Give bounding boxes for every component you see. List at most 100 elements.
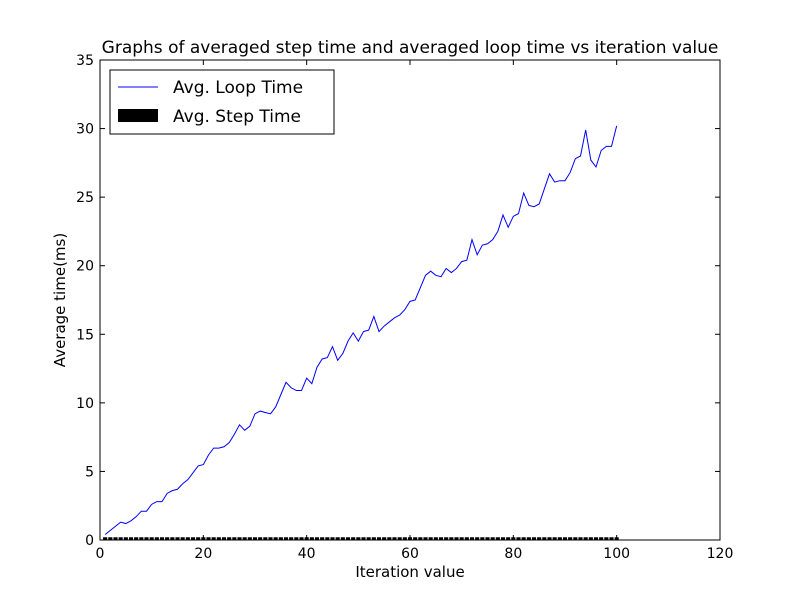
step-time-bar [216,537,221,540]
step-time-bar [299,537,304,540]
step-time-bar [154,537,159,540]
step-time-bar [604,537,609,540]
step-time-bar [402,537,407,540]
step-time-bar [232,537,237,540]
step-time-bar [289,537,294,540]
step-time-bar [588,537,593,540]
step-time-bar [464,537,469,540]
step-time-bar [526,537,531,540]
step-time-bar [459,537,464,540]
step-time-bar [330,537,335,540]
plot-area [99,59,721,541]
step-time-bar [490,537,495,540]
step-time-bar [609,537,614,540]
step-time-bar [438,537,444,540]
step-time-bar [382,537,387,540]
step-time-bar [418,537,423,540]
y-tick-label: 20 [76,259,94,275]
x-tick-label: 100 [603,546,630,562]
step-time-bar [325,537,330,540]
y-tick-label: 15 [76,327,94,343]
step-time-bar [433,537,438,540]
x-tick-label: 60 [401,546,419,562]
step-time-bar [263,537,268,540]
step-time-bar [294,537,299,540]
step-time-bar [185,537,190,540]
legend-step-label: Avg. Step Time [173,107,301,127]
y-tick-label: 10 [76,396,94,412]
y-tick-label: 0 [85,533,94,549]
step-time-bar [175,537,180,540]
step-time-bar [273,537,278,540]
step-time-bar [149,537,154,540]
step-time-bar [170,537,175,540]
step-time-bar [371,537,376,540]
step-time-bar [356,537,361,540]
step-time-bar [128,537,134,540]
step-time-bar [335,537,340,540]
step-time-bar [485,537,490,540]
step-time-bar [568,537,573,540]
step-time-bar [480,537,485,540]
step-time-bar [521,537,526,540]
step-time-bar [247,537,252,540]
step-time-bar [428,537,433,540]
step-time-bar [211,537,216,540]
x-tick-label: 120 [707,546,734,562]
step-time-bar [221,537,227,540]
step-time-bar [134,537,139,540]
x-tick-labels: 0 20 40 60 80 100 120 [96,546,734,562]
step-time-bar [449,537,454,540]
step-time-bar [108,537,113,540]
step-time-bar [542,537,547,540]
step-time-bar [144,537,149,540]
chart-title: Graphs of averaged step time and average… [102,38,719,58]
step-time-bar [206,537,211,540]
step-time-bar [500,537,506,540]
step-time-bar [113,537,118,540]
step-time-bar [258,537,263,540]
y-tick-label: 5 [85,464,94,480]
step-time-bar [552,537,557,540]
step-time-bar [475,537,480,540]
step-time-bar [547,537,552,540]
step-time-bar [268,537,273,540]
step-time-bar [242,537,247,540]
x-tick-label: 20 [194,546,212,562]
step-time-bar [516,537,521,540]
step-time-bar [583,537,588,540]
step-time-bar [320,537,325,540]
step-time-bar [392,537,397,540]
step-time-bar [103,537,108,540]
step-time-bar [180,537,185,540]
step-time-bar [165,537,170,540]
step-time-bar [227,537,232,540]
y-tick-label: 30 [76,122,94,138]
step-time-bar [366,537,371,540]
y-tick-labels: 0 5 10 15 20 25 30 35 [76,53,94,549]
step-time-bar [309,537,314,540]
step-time-bar [397,537,402,540]
step-time-bar [283,537,289,540]
y-tick-label: 25 [76,190,94,206]
step-time-bar [495,537,500,540]
x-tick-label: 0 [96,546,105,562]
step-time-bar [537,537,542,540]
step-time-bar [387,537,392,540]
y-axis-label: Average time(ms) [51,233,69,367]
step-time-bar [454,537,459,540]
step-time-bar [340,537,345,540]
step-time-bar [118,537,123,540]
step-time-bar [361,537,366,540]
step-time-bar [190,537,196,540]
plot-background [100,60,720,540]
step-time-bar [345,537,351,540]
step-time-bar [237,537,242,540]
step-time-bar [423,537,428,540]
x-tick-label: 40 [298,546,316,562]
legend-step-bar-swatch [118,109,158,122]
step-time-bar [593,537,599,540]
step-time-bar [252,537,258,540]
step-time-bar [159,537,165,540]
